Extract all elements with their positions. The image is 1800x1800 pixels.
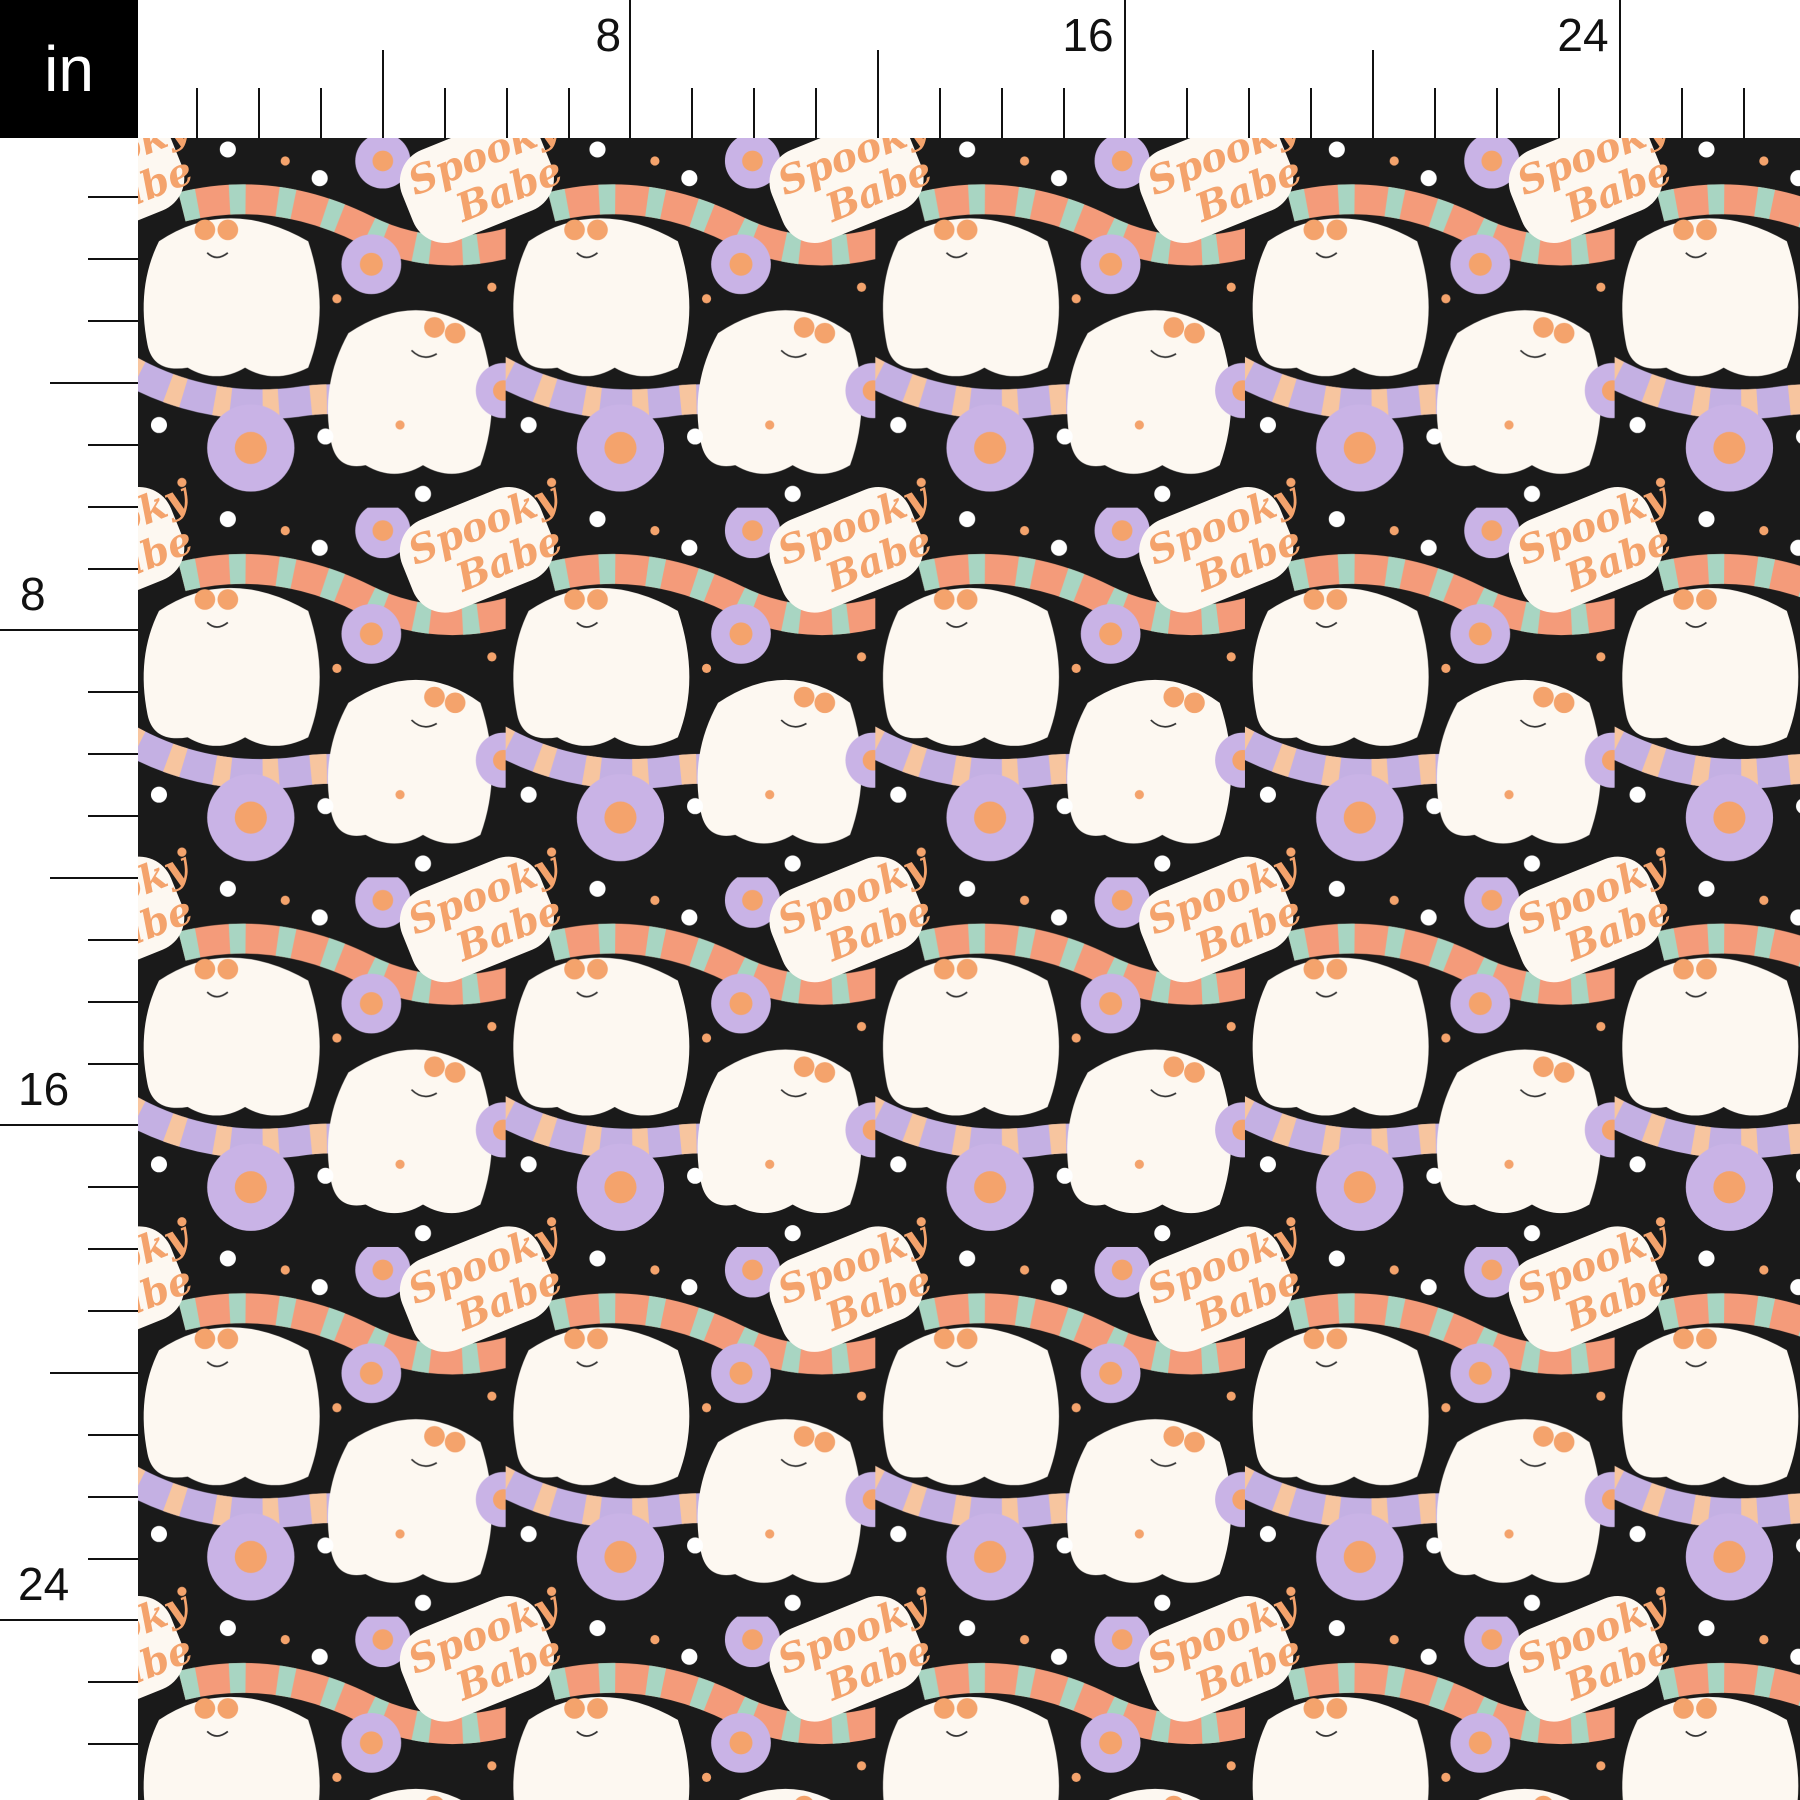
ruler-tick [1371, 50, 1374, 138]
ruler-tick [88, 1743, 138, 1746]
ruler-tick [0, 1124, 138, 1127]
ruler-tick [876, 50, 879, 138]
pattern-background [138, 138, 1800, 1800]
ruler-tick [320, 88, 323, 138]
ruler-tick [1619, 0, 1622, 138]
ruler-tick [88, 196, 138, 199]
ruler-tick [88, 320, 138, 323]
ruler-tick [1124, 0, 1127, 138]
ruler-tick [50, 381, 138, 384]
ruler-tick [753, 88, 756, 138]
ruler-unit-label: in [0, 0, 138, 138]
ruler-tick [88, 505, 138, 508]
ruler-tick [88, 1062, 138, 1065]
ruler-tick [938, 88, 941, 138]
ruler-tick [1000, 88, 1003, 138]
ruler-tick [1062, 88, 1065, 138]
ruler-tick [567, 88, 570, 138]
left-ruler: 8 16 24 [0, 138, 138, 1800]
ruler-tick [381, 50, 384, 138]
ruler-tick [505, 88, 508, 138]
ruler-tick [0, 1619, 138, 1622]
ruler-tick [1743, 88, 1746, 138]
ruler-tick [1495, 88, 1498, 138]
ruler-label: 16 [18, 1063, 70, 1116]
ruler-tick [88, 1495, 138, 1498]
ruler-tick [1681, 88, 1684, 138]
ruler-label: 24 [18, 1558, 70, 1611]
ruler-tick [196, 88, 199, 138]
ruler-tick [1186, 88, 1189, 138]
top-ruler: 8 16 24 [138, 0, 1800, 138]
ruler-tick [691, 88, 694, 138]
ruler-tick [1248, 88, 1251, 138]
ruler-tick [88, 1557, 138, 1560]
ruler-tick [629, 0, 632, 138]
ruler-tick [88, 1310, 138, 1313]
ruler-tick [50, 876, 138, 879]
ruler-tick [88, 691, 138, 694]
ruler-tick [88, 1186, 138, 1189]
ruler-tick [88, 258, 138, 261]
ruler-tick [88, 1433, 138, 1436]
ruler-label: 24 [1557, 9, 1609, 61]
ruler-tick [50, 1371, 138, 1374]
ruler-tick [815, 88, 818, 138]
ruler-tick [88, 1681, 138, 1684]
ruler-tick [1310, 88, 1313, 138]
ruler-tick [258, 88, 261, 138]
ruler-tick [1433, 88, 1436, 138]
ruler-tick [88, 567, 138, 570]
ruler-tick [88, 1000, 138, 1003]
ruler-label: 8 [595, 9, 622, 61]
ruler-tick [0, 629, 138, 632]
ruler-tick [88, 938, 138, 941]
ruler-tick [443, 88, 446, 138]
ruler-tick [1557, 88, 1560, 138]
ruler-tick [88, 753, 138, 756]
ruler-label: 16 [1062, 9, 1114, 61]
ruler-tick [88, 815, 138, 818]
ruler-label: 8 [20, 568, 46, 621]
ruler-tick [88, 443, 138, 446]
ruler-tick [88, 1248, 138, 1251]
